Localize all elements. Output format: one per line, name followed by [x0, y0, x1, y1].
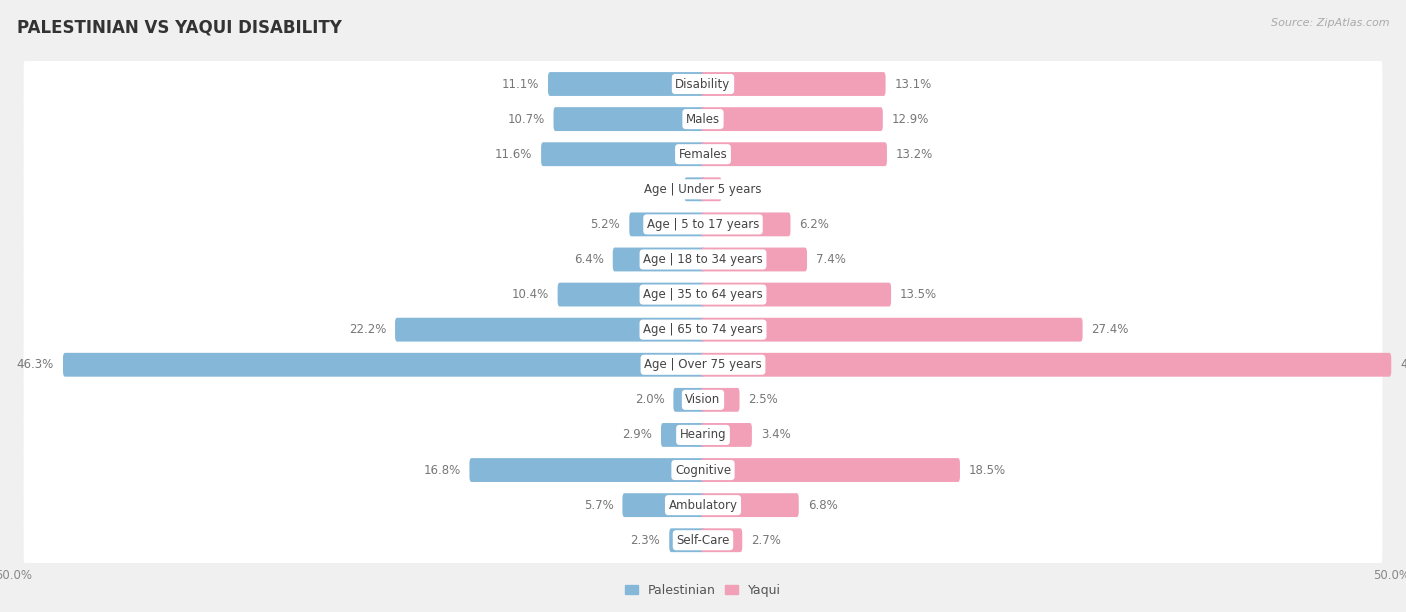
- Text: 10.7%: 10.7%: [508, 113, 544, 125]
- Text: 2.9%: 2.9%: [621, 428, 652, 441]
- Text: Cognitive: Cognitive: [675, 463, 731, 477]
- Text: 6.8%: 6.8%: [807, 499, 838, 512]
- FancyBboxPatch shape: [24, 267, 1382, 322]
- Legend: Palestinian, Yaqui: Palestinian, Yaqui: [626, 584, 780, 597]
- Text: Age | 65 to 74 years: Age | 65 to 74 years: [643, 323, 763, 336]
- Text: 16.8%: 16.8%: [423, 463, 461, 477]
- FancyBboxPatch shape: [558, 283, 704, 307]
- FancyBboxPatch shape: [63, 353, 704, 377]
- FancyBboxPatch shape: [702, 212, 790, 236]
- FancyBboxPatch shape: [24, 408, 1382, 462]
- FancyBboxPatch shape: [554, 107, 704, 131]
- FancyBboxPatch shape: [702, 142, 887, 166]
- Text: 7.4%: 7.4%: [815, 253, 846, 266]
- Text: 6.2%: 6.2%: [800, 218, 830, 231]
- Text: Vision: Vision: [685, 394, 721, 406]
- FancyBboxPatch shape: [24, 337, 1382, 392]
- Text: Age | 5 to 17 years: Age | 5 to 17 years: [647, 218, 759, 231]
- Text: 2.5%: 2.5%: [748, 394, 778, 406]
- Text: 11.1%: 11.1%: [502, 78, 538, 91]
- FancyBboxPatch shape: [702, 177, 721, 201]
- FancyBboxPatch shape: [702, 493, 799, 517]
- FancyBboxPatch shape: [669, 528, 704, 552]
- Text: 22.2%: 22.2%: [349, 323, 387, 336]
- FancyBboxPatch shape: [24, 57, 1382, 111]
- Text: Age | Over 75 years: Age | Over 75 years: [644, 358, 762, 371]
- Text: Age | 18 to 34 years: Age | 18 to 34 years: [643, 253, 763, 266]
- FancyBboxPatch shape: [470, 458, 704, 482]
- Text: 13.2%: 13.2%: [896, 147, 934, 161]
- Text: Source: ZipAtlas.com: Source: ZipAtlas.com: [1271, 18, 1389, 28]
- FancyBboxPatch shape: [541, 142, 704, 166]
- FancyBboxPatch shape: [24, 127, 1382, 182]
- FancyBboxPatch shape: [623, 493, 704, 517]
- FancyBboxPatch shape: [630, 212, 704, 236]
- FancyBboxPatch shape: [661, 423, 704, 447]
- Text: 13.5%: 13.5%: [900, 288, 938, 301]
- FancyBboxPatch shape: [24, 513, 1382, 567]
- Text: Self-Care: Self-Care: [676, 534, 730, 547]
- FancyBboxPatch shape: [702, 458, 960, 482]
- FancyBboxPatch shape: [673, 388, 704, 412]
- FancyBboxPatch shape: [702, 107, 883, 131]
- FancyBboxPatch shape: [24, 162, 1382, 217]
- Text: Age | Under 5 years: Age | Under 5 years: [644, 183, 762, 196]
- Text: Ambulatory: Ambulatory: [668, 499, 738, 512]
- FancyBboxPatch shape: [24, 92, 1382, 146]
- Text: 18.5%: 18.5%: [969, 463, 1007, 477]
- Text: 46.3%: 46.3%: [17, 358, 53, 371]
- Text: 11.6%: 11.6%: [495, 147, 531, 161]
- FancyBboxPatch shape: [702, 353, 1392, 377]
- Text: Age | 35 to 64 years: Age | 35 to 64 years: [643, 288, 763, 301]
- Text: 10.4%: 10.4%: [512, 288, 548, 301]
- Text: Males: Males: [686, 113, 720, 125]
- Text: Females: Females: [679, 147, 727, 161]
- Text: PALESTINIAN VS YAQUI DISABILITY: PALESTINIAN VS YAQUI DISABILITY: [17, 18, 342, 36]
- FancyBboxPatch shape: [24, 478, 1382, 532]
- Text: 6.4%: 6.4%: [574, 253, 603, 266]
- Text: 1.2%: 1.2%: [731, 183, 761, 196]
- FancyBboxPatch shape: [702, 247, 807, 271]
- Text: 5.7%: 5.7%: [583, 499, 613, 512]
- Text: 49.8%: 49.8%: [1400, 358, 1406, 371]
- Text: Disability: Disability: [675, 78, 731, 91]
- FancyBboxPatch shape: [24, 197, 1382, 252]
- FancyBboxPatch shape: [24, 302, 1382, 357]
- FancyBboxPatch shape: [395, 318, 704, 341]
- Text: 5.2%: 5.2%: [591, 218, 620, 231]
- FancyBboxPatch shape: [24, 232, 1382, 287]
- FancyBboxPatch shape: [24, 442, 1382, 498]
- Text: 13.1%: 13.1%: [894, 78, 932, 91]
- FancyBboxPatch shape: [702, 318, 1083, 341]
- FancyBboxPatch shape: [702, 388, 740, 412]
- FancyBboxPatch shape: [702, 72, 886, 96]
- Text: 2.7%: 2.7%: [751, 534, 782, 547]
- Text: 1.2%: 1.2%: [645, 183, 675, 196]
- FancyBboxPatch shape: [548, 72, 704, 96]
- Text: 3.4%: 3.4%: [761, 428, 790, 441]
- FancyBboxPatch shape: [24, 373, 1382, 427]
- Text: 2.0%: 2.0%: [634, 394, 665, 406]
- Text: 12.9%: 12.9%: [891, 113, 929, 125]
- Text: Hearing: Hearing: [679, 428, 727, 441]
- FancyBboxPatch shape: [613, 247, 704, 271]
- Text: 2.3%: 2.3%: [630, 534, 661, 547]
- Text: 27.4%: 27.4%: [1091, 323, 1129, 336]
- FancyBboxPatch shape: [702, 528, 742, 552]
- FancyBboxPatch shape: [702, 423, 752, 447]
- FancyBboxPatch shape: [685, 177, 704, 201]
- FancyBboxPatch shape: [702, 283, 891, 307]
